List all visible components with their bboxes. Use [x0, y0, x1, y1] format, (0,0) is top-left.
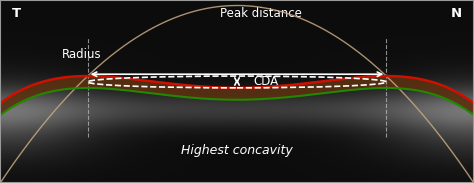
Text: CDA: CDA	[254, 75, 279, 88]
Text: Peak distance: Peak distance	[220, 7, 301, 20]
Text: Radius: Radius	[62, 48, 101, 61]
Text: T: T	[12, 7, 21, 20]
Text: N: N	[451, 7, 462, 20]
Text: Highest concavity: Highest concavity	[181, 143, 293, 157]
